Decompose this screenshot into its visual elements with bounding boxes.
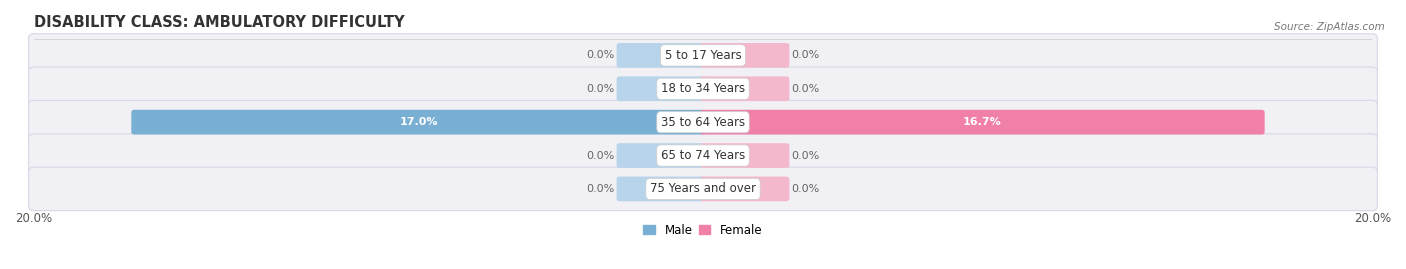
FancyBboxPatch shape [28,67,1378,111]
Text: 5 to 17 Years: 5 to 17 Years [665,49,741,62]
FancyBboxPatch shape [700,176,789,201]
FancyBboxPatch shape [617,43,706,68]
FancyBboxPatch shape [28,34,1378,77]
Text: 0.0%: 0.0% [586,84,614,94]
Text: 0.0%: 0.0% [586,151,614,161]
Legend: Male, Female: Male, Female [638,219,768,241]
Text: Source: ZipAtlas.com: Source: ZipAtlas.com [1274,22,1385,31]
Text: 35 to 64 Years: 35 to 64 Years [661,116,745,129]
FancyBboxPatch shape [700,143,789,168]
FancyBboxPatch shape [700,43,789,68]
Text: 17.0%: 17.0% [399,117,437,127]
FancyBboxPatch shape [700,76,789,101]
Text: 18 to 34 Years: 18 to 34 Years [661,82,745,95]
FancyBboxPatch shape [700,110,1264,134]
Text: 0.0%: 0.0% [586,50,614,60]
FancyBboxPatch shape [617,176,706,201]
FancyBboxPatch shape [617,143,706,168]
FancyBboxPatch shape [28,167,1378,211]
Text: 0.0%: 0.0% [792,151,820,161]
FancyBboxPatch shape [28,100,1378,144]
Text: 16.7%: 16.7% [963,117,1002,127]
FancyBboxPatch shape [617,76,706,101]
Text: DISABILITY CLASS: AMBULATORY DIFFICULTY: DISABILITY CLASS: AMBULATORY DIFFICULTY [34,15,404,30]
Text: 0.0%: 0.0% [792,50,820,60]
Text: 0.0%: 0.0% [792,84,820,94]
Text: 0.0%: 0.0% [792,184,820,194]
Text: 65 to 74 Years: 65 to 74 Years [661,149,745,162]
FancyBboxPatch shape [28,134,1378,177]
FancyBboxPatch shape [131,110,706,134]
Text: 75 Years and over: 75 Years and over [650,182,756,195]
Text: 0.0%: 0.0% [586,184,614,194]
